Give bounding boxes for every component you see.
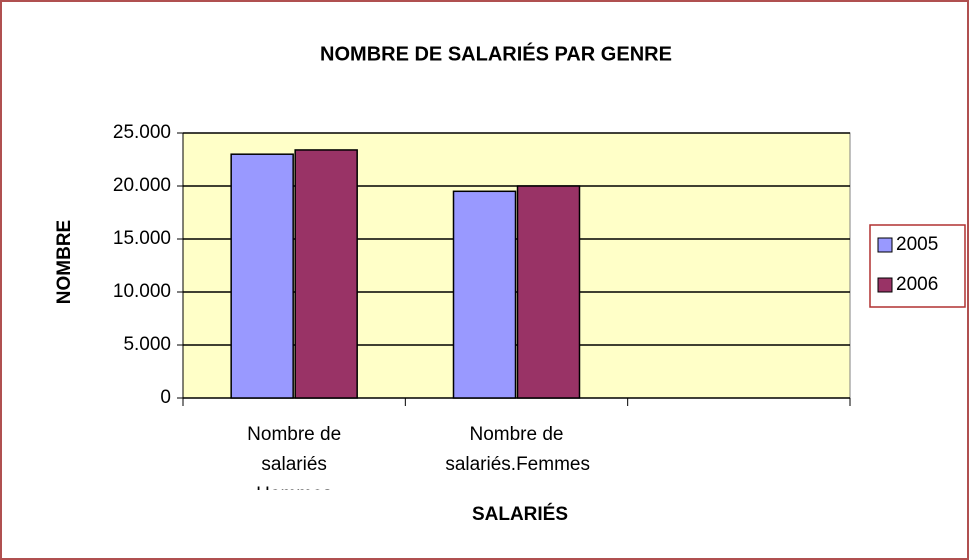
bar — [452, 190, 517, 399]
x-tick-label: Nombre de salariés.Femmes — [445, 424, 590, 475]
x-tick-label-box: Nombre de salariés Hommes — [247, 424, 342, 490]
y-tick-label: 25.000 — [113, 122, 171, 143]
y-tick-label: 15.000 — [113, 228, 171, 249]
legend-swatch — [877, 277, 893, 293]
bar — [516, 185, 581, 399]
legend-swatch — [877, 237, 893, 253]
x-tick-label-box: Nombre de salariés.Femmes — [445, 424, 590, 475]
bar — [294, 149, 358, 399]
bar — [230, 153, 294, 399]
x-tick-label: Nombre de salariés Hommes — [247, 424, 342, 490]
legend-label: 2006 — [896, 274, 938, 295]
chart-title: NOMBRE DE SALARIÉS PAR GENRE — [320, 42, 672, 65]
x-axis-label: SALARIÉS — [472, 503, 568, 525]
y-tick-label: 0 — [160, 387, 171, 408]
legend-label: 2005 — [896, 234, 938, 255]
y-axis-label: NOMBRE — [54, 220, 75, 304]
y-tick-label: 20.000 — [113, 175, 171, 196]
y-tick-label: 10.000 — [113, 281, 171, 302]
plot-area — [182, 132, 851, 399]
y-tick-label: 5.000 — [123, 334, 171, 355]
